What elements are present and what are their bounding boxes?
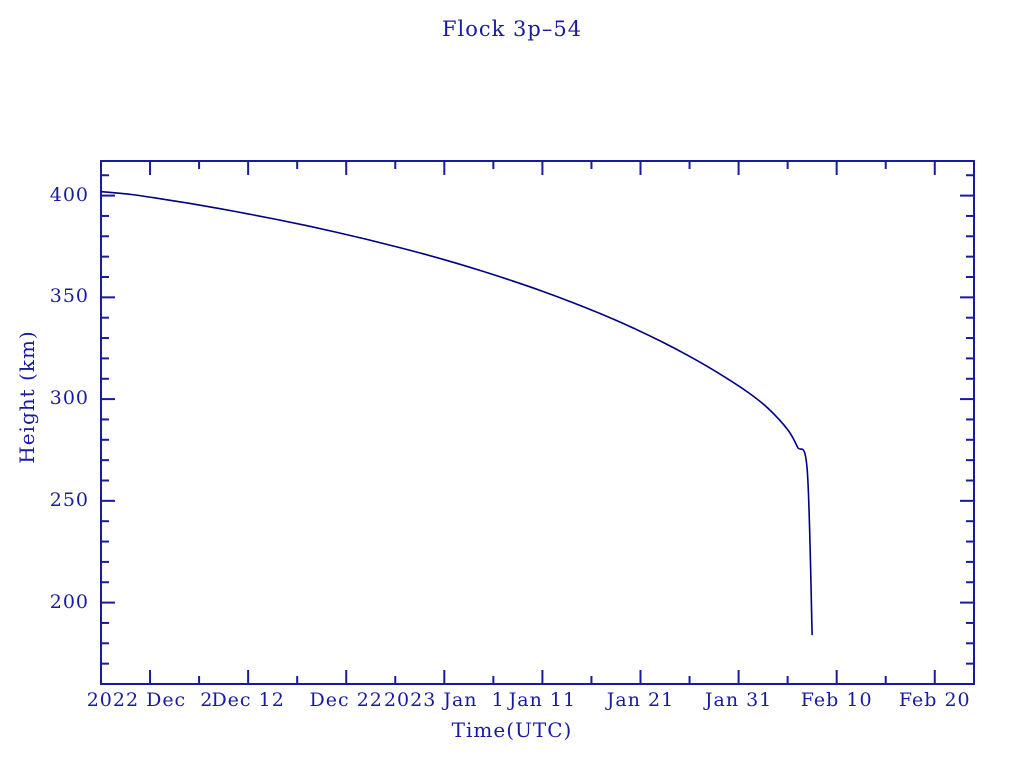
x-tick-label: Feb 20 bbox=[898, 689, 971, 711]
y-tick-label: 300 bbox=[49, 387, 89, 410]
x-tick-label: Dec 22 bbox=[309, 689, 383, 711]
y-tick-label: 350 bbox=[49, 285, 89, 308]
x-tick-label: 2023 Jan 1 bbox=[383, 689, 505, 711]
y-tick-label: 400 bbox=[49, 183, 89, 206]
x-tick-label: Jan 21 bbox=[606, 689, 675, 711]
x-tick-label: Feb 10 bbox=[800, 689, 873, 711]
y-axis-ticks bbox=[101, 174, 974, 685]
x-axis-title: Time(UTC) bbox=[451, 718, 573, 742]
height-decay-curve bbox=[100, 190, 813, 636]
x-tick-label: 2022 Dec 2 bbox=[86, 689, 214, 711]
y-tick-label: 250 bbox=[49, 488, 89, 511]
x-tick-label: Jan 11 bbox=[508, 689, 577, 711]
x-axis-ticks bbox=[100, 161, 936, 684]
x-tick-label: Dec 12 bbox=[211, 689, 285, 711]
page-title: Flock 3p–54 bbox=[441, 17, 583, 41]
x-tick-label: Jan 31 bbox=[704, 689, 773, 711]
plot-frame bbox=[100, 160, 975, 685]
y-tick-label: 200 bbox=[49, 590, 89, 613]
